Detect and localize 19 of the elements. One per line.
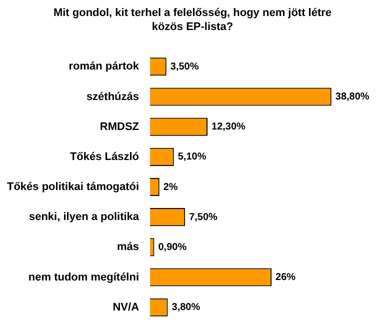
data-label: 2%	[163, 182, 178, 193]
y-tick-label: Tőkés politikai támogatói	[6, 181, 140, 194]
y-tick-label: más	[116, 241, 140, 254]
y-tick-label: RMDSZ	[100, 120, 140, 133]
y-tick-label: nem tudom megítélni	[28, 271, 140, 284]
data-label: 7,50%	[189, 212, 218, 223]
data-label: 3,50%	[170, 61, 199, 72]
data-label: 3,80%	[172, 302, 200, 314]
data-label: 38,80%	[335, 91, 370, 102]
y-tick-label: NV/A	[112, 301, 140, 314]
data-label: 5,10%	[178, 152, 206, 163]
y-tick-label: román pártok	[68, 60, 140, 73]
chart-title: Mit gondol, kit terhel a felelősség, hogy nem jött létre közös EP-lista?	[52, 6, 333, 35]
y-tick-label: Tőkés László	[70, 150, 140, 163]
data-label: 0,90%	[158, 242, 187, 253]
data-label: 26%	[276, 272, 296, 284]
y-tick-label: széthúzás	[86, 90, 140, 103]
y-tick-label: senki, ilyen a politika	[28, 211, 140, 224]
data-label: 12,30%	[212, 122, 246, 133]
